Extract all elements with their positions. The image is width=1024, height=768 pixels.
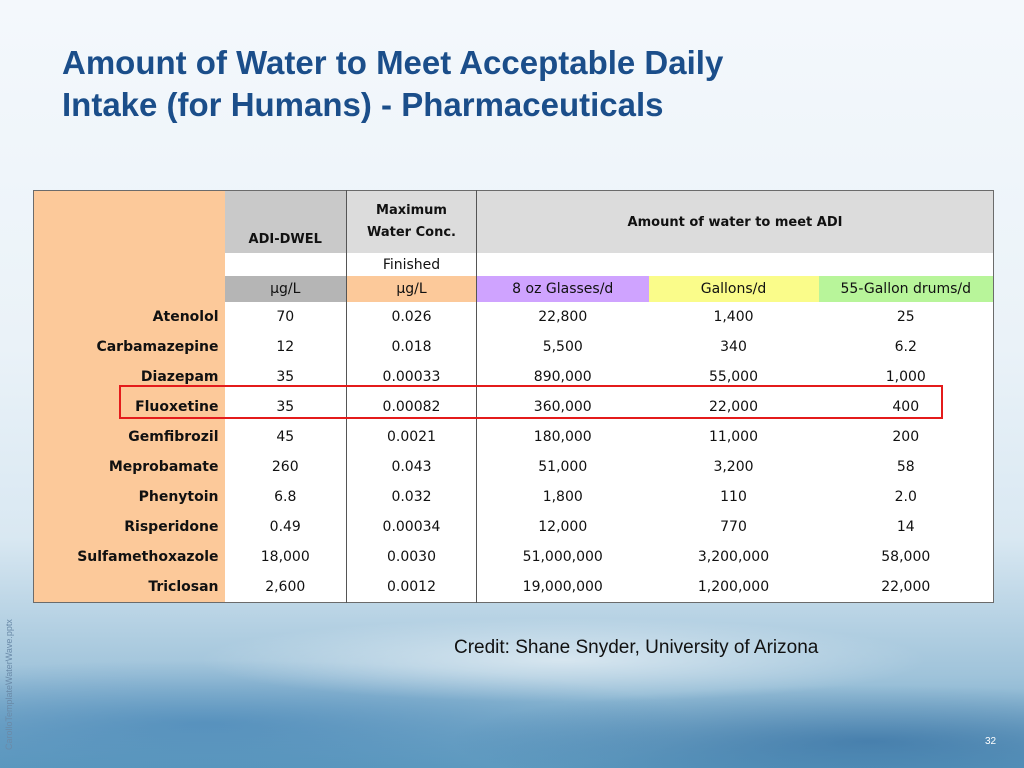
max-conc-line1: Maximum bbox=[376, 203, 447, 218]
drug-name-cell: Phenytoin bbox=[33, 482, 225, 512]
drums-value-cell: 22,000 bbox=[881, 579, 931, 595]
glasses-header: 8 oz Glasses/d bbox=[476, 276, 649, 302]
conc-unit: µg/L bbox=[346, 276, 477, 302]
pharmaceuticals-table: ADI-DWEL Maximum Water Conc. Amount of w… bbox=[33, 190, 995, 603]
table-row: Sulfamethoxazole 18,000 0.0030 51,000,000 3,… bbox=[33, 542, 994, 572]
gallons-value-cell: 770 bbox=[720, 519, 747, 535]
gallons-value-cell: 1,400 bbox=[713, 309, 754, 325]
finished-label: Finished bbox=[346, 253, 477, 276]
drug-name-cell: Triclosan bbox=[33, 572, 225, 603]
adi-value-cell: 6.8 bbox=[224, 482, 347, 512]
table-row: Gemfibrozil 45 0.0021 180,000 11,000 200 bbox=[33, 422, 994, 452]
slide-title-line1: Amount of Water to Meet Acceptable Daily bbox=[62, 44, 724, 81]
glasses-value-cell: 180,000 bbox=[533, 429, 592, 445]
gallons-value-cell: 55,000 bbox=[709, 369, 758, 385]
table-row: Carbamazepine 12 0.018 5,500 340 6.2 bbox=[33, 332, 994, 362]
drug-name-cell: Meprobamate bbox=[33, 452, 225, 482]
drums-header: 55-Gallon drums/d bbox=[818, 276, 994, 302]
glasses-value-cell: 12,000 bbox=[538, 519, 588, 535]
drums-value-cell: 400 bbox=[892, 399, 920, 415]
drug-name-cell: Fluoxetine bbox=[33, 392, 225, 422]
adi-value-cell: 70 bbox=[224, 302, 347, 332]
conc-value-cell: 0.00033 bbox=[346, 362, 477, 392]
drums-value-cell: 25 bbox=[896, 309, 915, 325]
glasses-value-cell: 1,800 bbox=[542, 489, 583, 505]
gallons-value-cell: 3,200,000 bbox=[697, 549, 770, 565]
glasses-value-cell: 51,000 bbox=[538, 459, 588, 475]
name-column-header bbox=[33, 190, 225, 302]
table-row: Triclosan 2,600 0.0012 19,000,000 1,200,000 2… bbox=[33, 572, 994, 603]
adi-value-cell: 260 bbox=[224, 452, 347, 482]
adi-value-cell: 35 bbox=[224, 392, 347, 422]
drums-value-cell: 6.2 bbox=[894, 339, 917, 355]
drug-name-cell: Risperidone bbox=[33, 512, 225, 542]
drug-name-cell: Atenolol bbox=[33, 302, 225, 332]
table-row: Diazepam 35 0.00033 890,000 55,000 1,000 bbox=[33, 362, 994, 392]
amount-blank-cell bbox=[476, 253, 994, 276]
gallons-value-cell: 11,000 bbox=[709, 429, 758, 445]
conc-value-cell: 0.0030 bbox=[346, 542, 477, 572]
table-row: Atenolol 70 0.026 22,800 1,400 25 bbox=[33, 302, 994, 332]
adi-value-cell: 18,000 bbox=[224, 542, 347, 572]
table-row: Risperidone 0.49 0.00034 12,000 770 14 bbox=[33, 512, 994, 542]
adi-blank-cell bbox=[224, 253, 347, 276]
adi-value-cell: 0.49 bbox=[224, 512, 347, 542]
table-subheader-row: Finished bbox=[34, 253, 994, 276]
gallons-value-cell: 22,000 bbox=[709, 399, 758, 415]
amount-header: Amount of water to meet ADI bbox=[476, 190, 994, 253]
glasses-value-cell: 890,000 bbox=[533, 369, 592, 385]
glasses-value-cell: 360,000 bbox=[533, 399, 592, 415]
gallons-value-cell: 340 bbox=[720, 339, 747, 355]
slide-title-line2: Intake (for Humans) - Pharmaceuticals bbox=[62, 86, 664, 123]
table-row: Meprobamate 260 0.043 51,000 3,200 58 bbox=[33, 452, 994, 482]
drums-value-cell: 1,000 bbox=[885, 369, 926, 385]
conc-value-cell: 0.0021 bbox=[346, 422, 477, 452]
drums-value-cell: 14 bbox=[896, 519, 915, 535]
adi-dwel-label: ADI-DWEL bbox=[248, 232, 322, 247]
conc-value-cell: 0.00034 bbox=[346, 512, 477, 542]
drums-value-cell: 58,000 bbox=[881, 549, 931, 565]
adi-value-cell: 2,600 bbox=[224, 572, 347, 603]
slide-title: Amount of Water to Meet Acceptable Daily… bbox=[62, 42, 962, 126]
table-row: Fluoxetine 35 0.00082 360,000 22,000 400 bbox=[33, 392, 994, 422]
glasses-value-cell: 5,500 bbox=[542, 339, 583, 355]
glasses-value-cell: 51,000,000 bbox=[522, 549, 603, 565]
table-row: Phenytoin 6.8 0.032 1,800 110 2.0 bbox=[33, 482, 994, 512]
table-unit-row: µg/L µg/L 8 oz Glasses/d Gallons/d 55-Ga… bbox=[34, 276, 994, 302]
adi-dwel-header: ADI-DWEL bbox=[224, 190, 347, 253]
page-number: 32 bbox=[985, 736, 997, 747]
drug-name-cell: Diazepam bbox=[33, 362, 225, 392]
drums-value-cell: 58 bbox=[896, 459, 915, 475]
table-header-row: ADI-DWEL Maximum Water Conc. Amount of w… bbox=[33, 190, 994, 302]
water-wave-background bbox=[0, 588, 1024, 768]
max-conc-line2: Water Conc. bbox=[367, 225, 456, 240]
drums-value-cell: 2.0 bbox=[894, 489, 917, 505]
max-conc-header: Maximum Water Conc. bbox=[346, 190, 477, 253]
conc-value-cell: 0.032 bbox=[346, 482, 477, 512]
drug-name-cell: Sulfamethoxazole bbox=[33, 542, 225, 572]
conc-value-cell: 0.026 bbox=[346, 302, 477, 332]
conc-value-cell: 0.0012 bbox=[346, 572, 477, 603]
credit-text: Credit: Shane Snyder, University of Ariz… bbox=[454, 637, 819, 658]
gallons-value-cell: 3,200 bbox=[713, 459, 754, 475]
gallons-value-cell: 1,200,000 bbox=[697, 579, 770, 595]
conc-value-cell: 0.043 bbox=[346, 452, 477, 482]
gallons-value-cell: 110 bbox=[720, 489, 747, 505]
conc-value-cell: 0.00082 bbox=[346, 392, 477, 422]
drums-value-cell: 200 bbox=[892, 429, 920, 445]
adi-value-cell: 45 bbox=[224, 422, 347, 452]
adi-unit: µg/L bbox=[224, 276, 347, 302]
drug-name-cell: Carbamazepine bbox=[33, 332, 225, 362]
adi-value-cell: 12 bbox=[224, 332, 347, 362]
glasses-value-cell: 22,800 bbox=[538, 309, 588, 325]
drug-name-cell: Gemfibrozil bbox=[33, 422, 225, 452]
conc-value-cell: 0.018 bbox=[346, 332, 477, 362]
adi-value-cell: 35 bbox=[224, 362, 347, 392]
gallons-header: Gallons/d bbox=[648, 276, 819, 302]
template-filename: CarolloTemplateWaterWave.pptx bbox=[4, 619, 14, 750]
glasses-value-cell: 19,000,000 bbox=[522, 579, 603, 595]
